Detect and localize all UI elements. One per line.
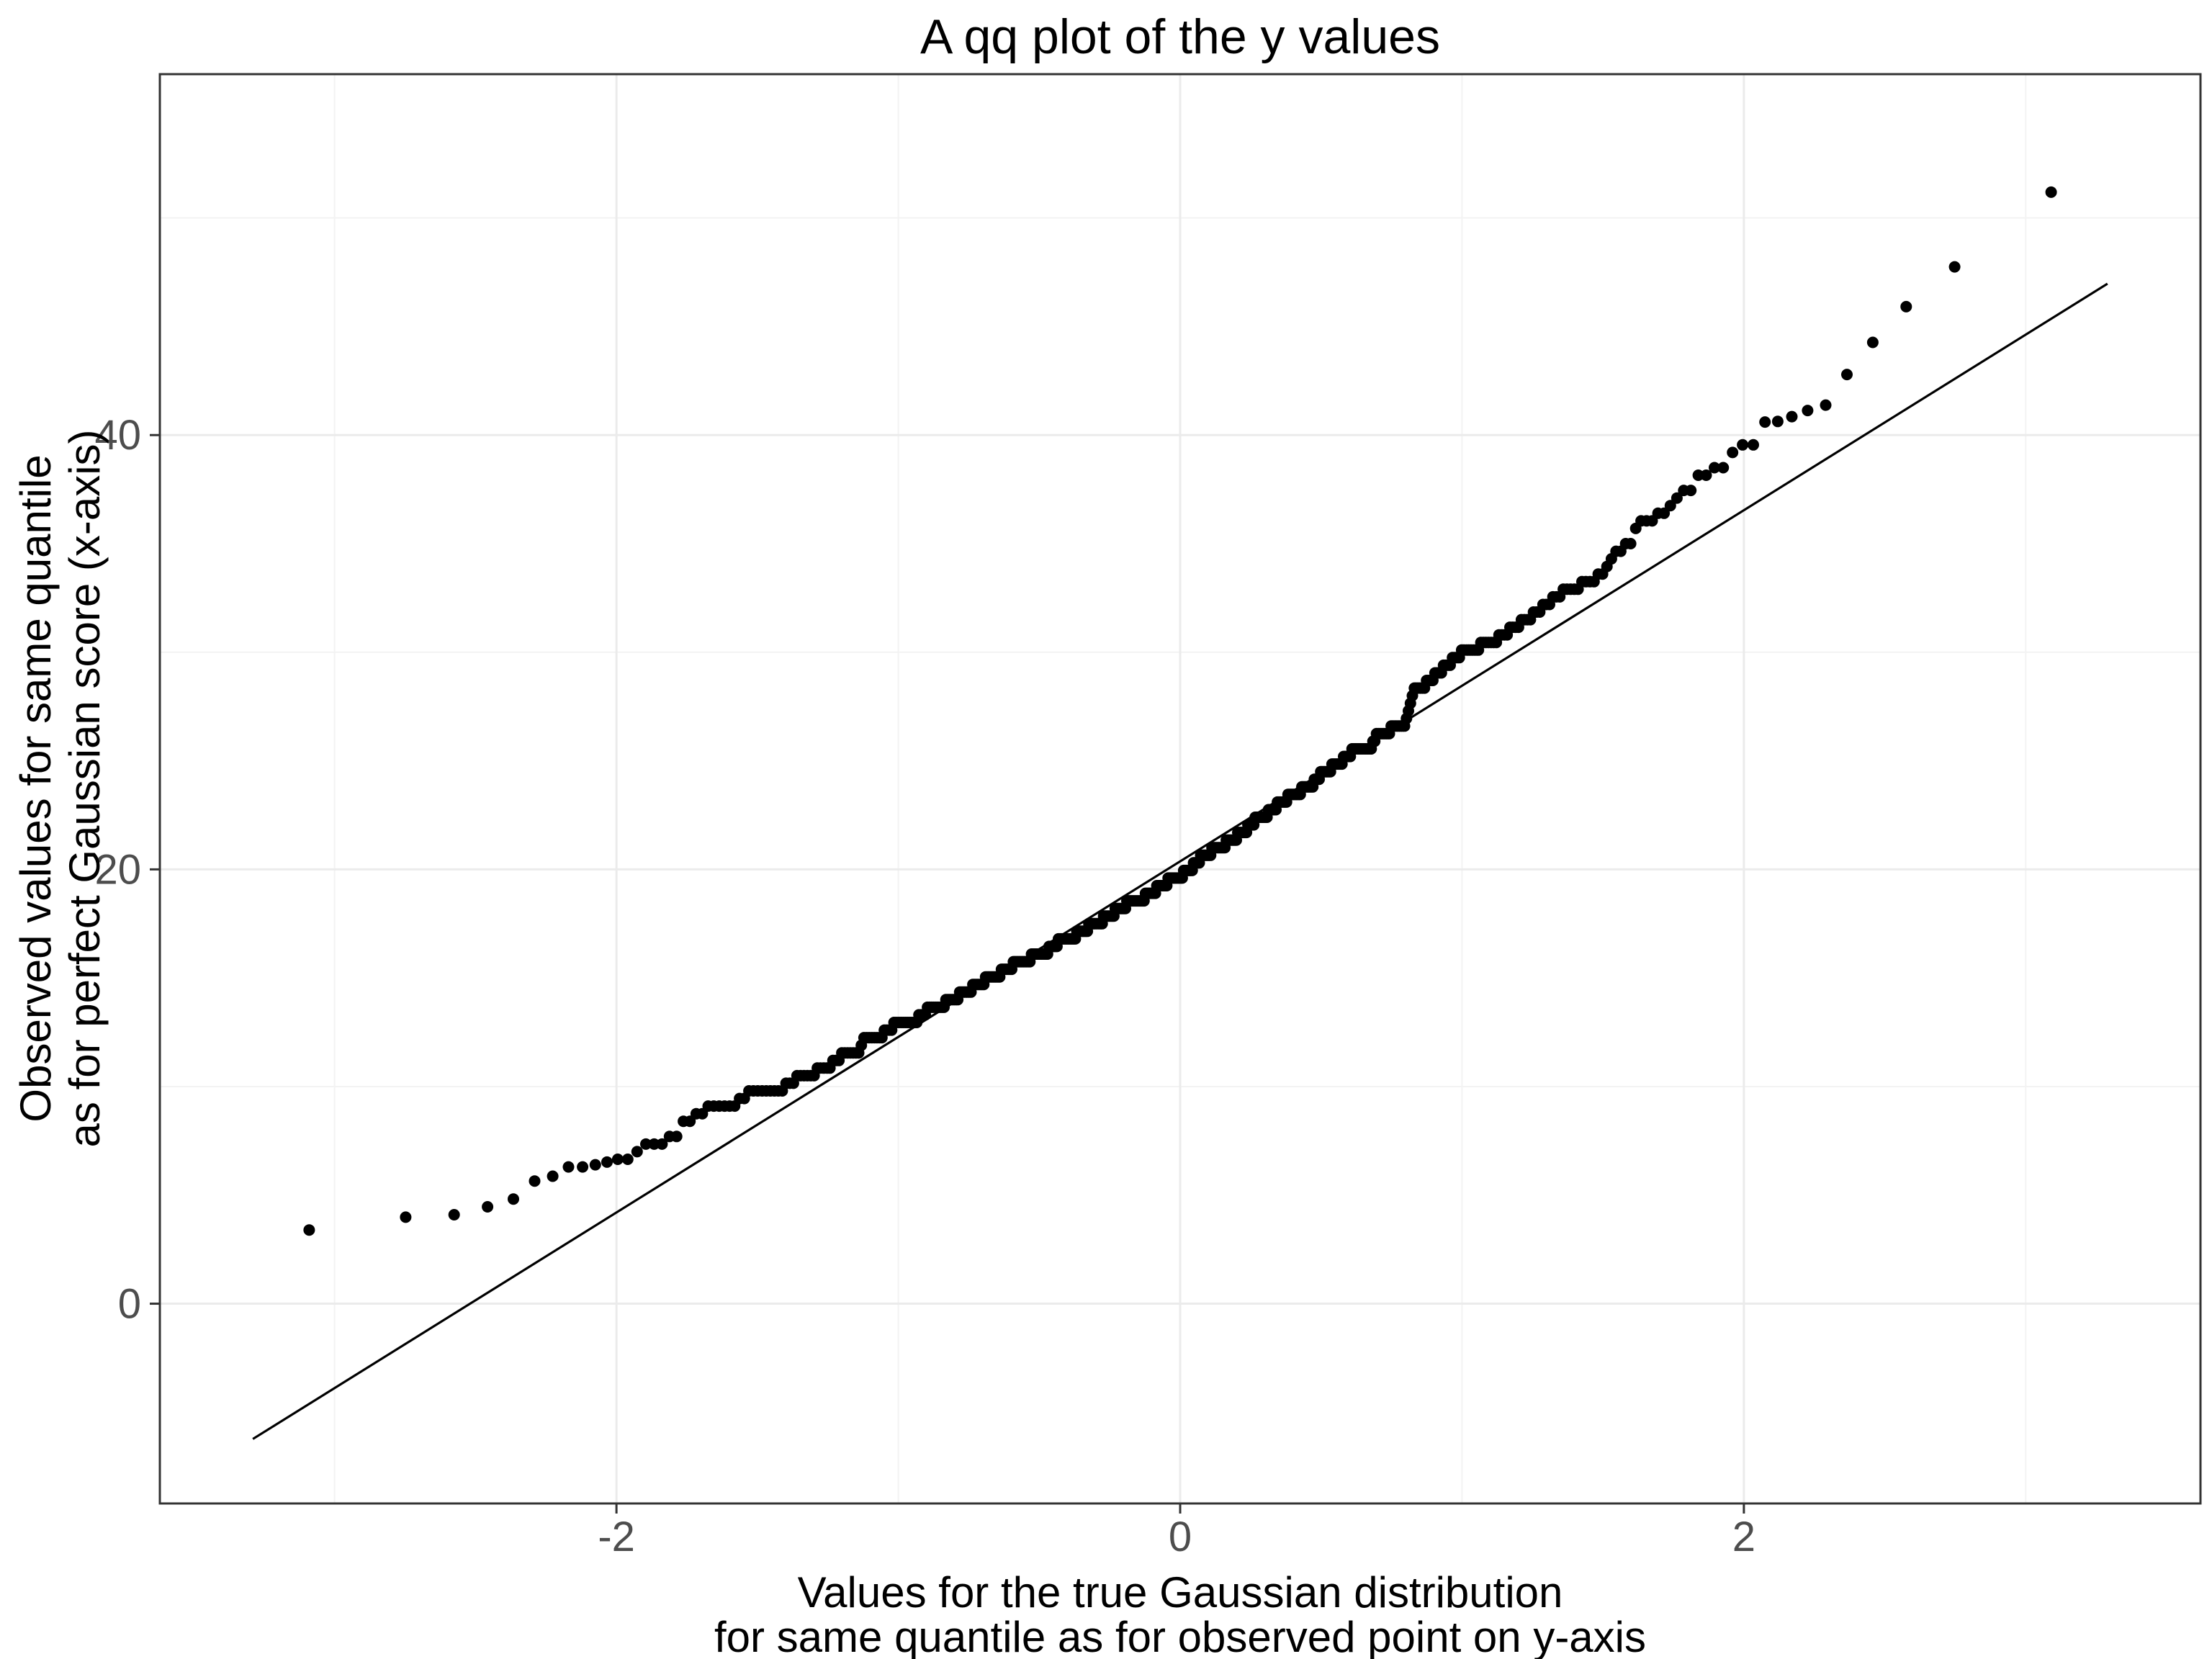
x-axis-title-line2: for same quantile as for observed point …	[714, 1613, 1646, 1659]
qq-point	[1841, 369, 1853, 381]
x-axis-title-line1: Values for the true Gaussian distributio…	[798, 1568, 1563, 1617]
qq-point	[1671, 492, 1683, 504]
qq-point	[508, 1193, 519, 1205]
x-tick-labels: -2 0 2	[598, 1514, 1755, 1560]
qq-point	[611, 1154, 624, 1165]
y-tick-label: 40	[94, 412, 141, 459]
x-tick-label: -2	[598, 1514, 635, 1560]
qq-point	[656, 1138, 668, 1150]
qq-point	[547, 1170, 559, 1182]
y-axis-title-line1: Observed values for same quantile	[12, 454, 60, 1122]
qq-point	[448, 1209, 460, 1220]
qq-point	[1866, 336, 1879, 349]
qq-point	[1759, 416, 1771, 428]
qq-point	[1948, 261, 1961, 273]
qq-point	[1727, 446, 1739, 459]
qq-point	[1748, 439, 1759, 451]
qq-point	[631, 1146, 643, 1158]
qq-point	[577, 1161, 589, 1173]
qq-point	[1802, 405, 1814, 417]
qq-point	[1820, 399, 1832, 411]
qq-point	[562, 1161, 575, 1173]
qq-point	[2045, 186, 2057, 198]
axis-tick-marks	[150, 433, 1745, 1514]
qq-point	[303, 1224, 315, 1236]
qq-point	[400, 1211, 412, 1223]
qq-point	[1658, 507, 1671, 519]
y-tick-label: 0	[118, 1281, 141, 1328]
qq-point	[529, 1175, 541, 1187]
x-tick-label: 2	[1732, 1514, 1755, 1560]
x-tick-label: 0	[1169, 1514, 1192, 1560]
qq-point	[1786, 410, 1798, 423]
qq-point	[1771, 415, 1784, 428]
qq-point	[1737, 439, 1749, 451]
qq-point	[684, 1115, 696, 1128]
qq-point	[640, 1138, 652, 1150]
qq-point	[1700, 469, 1712, 481]
qq-point	[621, 1154, 634, 1165]
qq-point	[482, 1201, 494, 1213]
panel-border	[158, 73, 2202, 1505]
qq-point	[1709, 462, 1720, 474]
qq-points	[303, 186, 2057, 1236]
qq-point	[1685, 485, 1697, 497]
y-tick-label: 20	[94, 846, 141, 893]
qq-point	[1900, 300, 1912, 313]
qq-point	[589, 1159, 601, 1171]
qq-point	[1664, 500, 1676, 512]
chart-title: A qq plot of the y values	[920, 9, 1440, 64]
qq-point	[670, 1130, 683, 1143]
y-tick-labels: 0 20 40	[94, 412, 141, 1327]
qq-point	[1624, 538, 1637, 549]
qq-point	[601, 1156, 613, 1168]
qq-reference-line	[252, 282, 2108, 1440]
qq-point	[1717, 462, 1730, 474]
y-axis-title-line2: as for perfect Gaussian score (x-axis)	[60, 429, 109, 1147]
